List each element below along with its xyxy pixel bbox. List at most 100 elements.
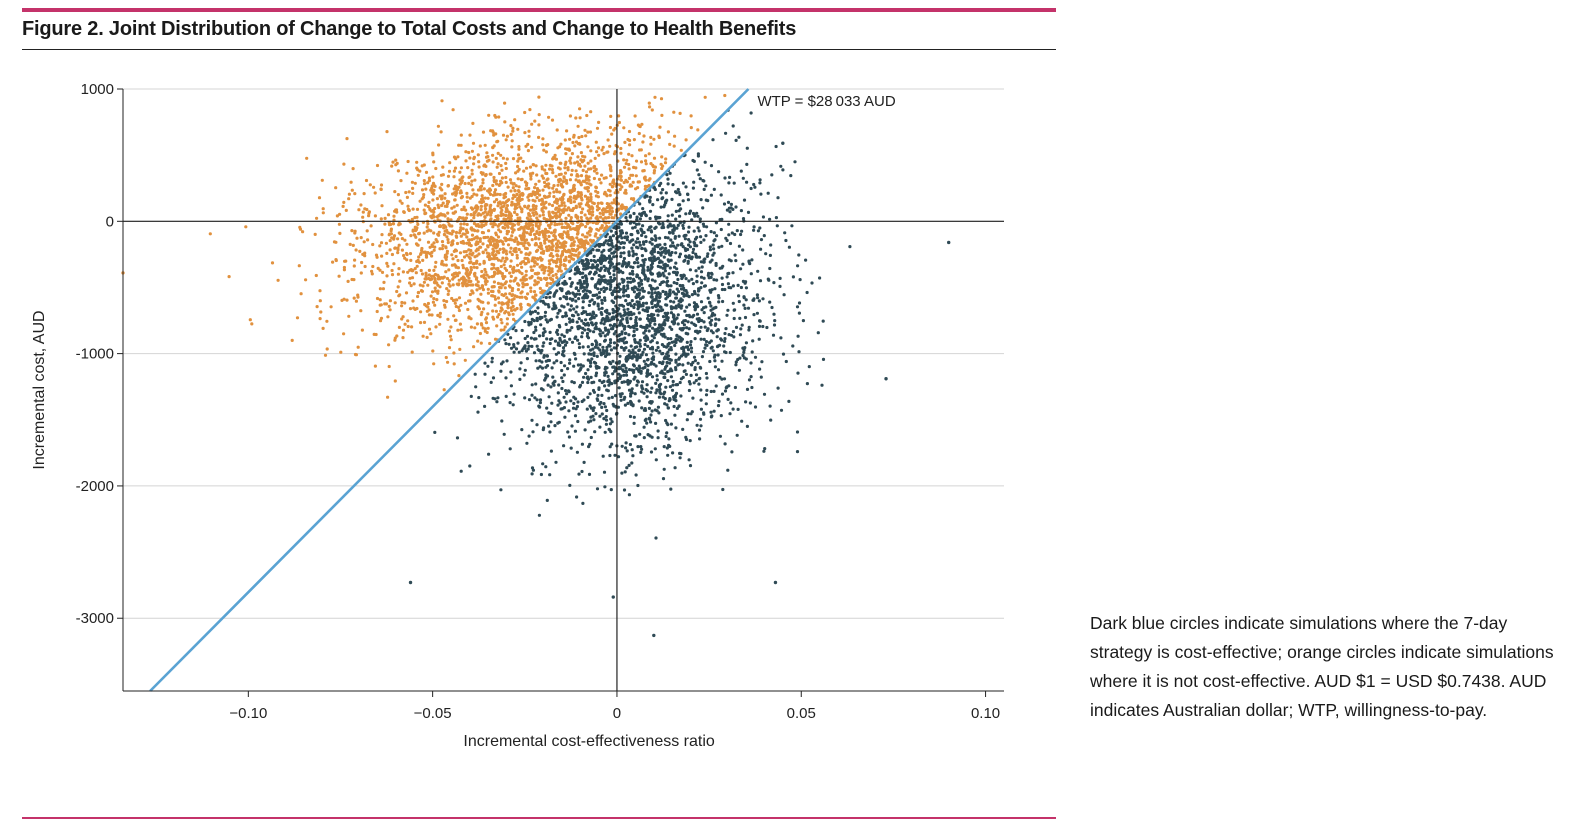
- point-cost-effective: [560, 304, 564, 308]
- point-cost-effective: [655, 374, 659, 378]
- point-not-cost-effective: [410, 276, 415, 280]
- point-not-cost-effective: [446, 317, 450, 321]
- point-cost-effective: [537, 513, 542, 517]
- point-not-cost-effective: [409, 258, 413, 262]
- point-cost-effective: [592, 353, 596, 358]
- point-cost-effective: [646, 228, 650, 232]
- point-not-cost-effective: [426, 222, 430, 226]
- point-cost-effective: [724, 327, 728, 331]
- point-not-cost-effective: [569, 200, 573, 205]
- point-not-cost-effective: [565, 181, 569, 185]
- point-cost-effective: [554, 460, 558, 464]
- point-not-cost-effective: [471, 188, 475, 192]
- point-not-cost-effective: [476, 229, 480, 233]
- point-cost-effective: [678, 456, 682, 460]
- point-not-cost-effective: [476, 188, 481, 192]
- point-not-cost-effective: [509, 189, 513, 193]
- point-cost-effective: [610, 442, 614, 446]
- point-cost-effective: [734, 205, 738, 209]
- point-not-cost-effective: [484, 155, 489, 159]
- point-cost-effective: [552, 380, 556, 384]
- point-not-cost-effective: [270, 261, 275, 265]
- point-cost-effective: [676, 187, 680, 192]
- point-not-cost-effective: [305, 156, 309, 160]
- point-cost-effective: [537, 348, 541, 353]
- point-cost-effective: [653, 298, 657, 302]
- point-cost-effective: [686, 192, 690, 197]
- point-not-cost-effective: [618, 169, 623, 173]
- point-cost-effective: [692, 180, 696, 184]
- point-not-cost-effective: [535, 196, 539, 200]
- point-cost-effective: [624, 373, 629, 377]
- point-cost-effective: [745, 424, 750, 428]
- point-cost-effective: [685, 340, 689, 344]
- point-not-cost-effective: [564, 160, 568, 164]
- point-cost-effective: [594, 314, 598, 318]
- point-cost-effective: [663, 372, 667, 376]
- point-cost-effective: [766, 277, 770, 281]
- point-not-cost-effective: [557, 265, 561, 269]
- point-cost-effective: [621, 317, 625, 321]
- point-not-cost-effective: [647, 152, 651, 156]
- point-not-cost-effective: [504, 239, 508, 243]
- point-not-cost-effective: [595, 221, 600, 225]
- point-cost-effective: [658, 274, 662, 278]
- point-cost-effective: [666, 318, 670, 322]
- point-not-cost-effective: [416, 173, 420, 177]
- point-not-cost-effective: [447, 282, 451, 286]
- point-cost-effective: [635, 358, 639, 362]
- point-cost-effective: [665, 283, 669, 287]
- point-cost-effective: [499, 488, 503, 492]
- point-not-cost-effective: [438, 247, 442, 251]
- point-cost-effective: [640, 406, 644, 410]
- point-cost-effective: [632, 305, 636, 310]
- point-cost-effective: [609, 348, 614, 352]
- point-cost-effective: [605, 408, 609, 413]
- point-not-cost-effective: [403, 238, 407, 242]
- point-cost-effective: [622, 241, 627, 245]
- point-cost-effective: [628, 325, 633, 329]
- point-cost-effective: [599, 321, 603, 325]
- point-cost-effective: [629, 317, 633, 321]
- point-not-cost-effective: [551, 254, 555, 258]
- point-cost-effective: [645, 389, 650, 393]
- point-cost-effective: [684, 212, 688, 216]
- point-not-cost-effective: [527, 260, 531, 264]
- point-not-cost-effective: [644, 154, 648, 158]
- point-cost-effective: [581, 364, 585, 368]
- point-cost-effective: [654, 421, 658, 425]
- point-not-cost-effective: [430, 274, 434, 278]
- point-cost-effective: [661, 308, 665, 312]
- point-not-cost-effective: [437, 205, 441, 210]
- point-cost-effective: [663, 390, 667, 394]
- point-not-cost-effective: [555, 243, 559, 247]
- point-cost-effective: [597, 387, 601, 391]
- point-not-cost-effective: [450, 273, 455, 277]
- point-not-cost-effective: [498, 200, 502, 204]
- point-cost-effective: [633, 392, 637, 396]
- point-cost-effective: [543, 310, 548, 314]
- point-cost-effective: [663, 355, 667, 359]
- point-not-cost-effective: [401, 336, 405, 340]
- point-not-cost-effective: [544, 163, 548, 167]
- point-cost-effective: [518, 377, 522, 381]
- point-not-cost-effective: [566, 230, 570, 234]
- point-not-cost-effective: [547, 234, 551, 239]
- point-not-cost-effective: [508, 285, 512, 289]
- point-cost-effective: [624, 340, 629, 344]
- point-cost-effective: [566, 389, 571, 393]
- point-cost-effective: [662, 205, 666, 209]
- point-not-cost-effective: [472, 216, 476, 220]
- point-not-cost-effective: [424, 170, 429, 174]
- point-not-cost-effective: [586, 222, 590, 226]
- point-not-cost-effective: [334, 258, 338, 263]
- point-cost-effective: [741, 248, 745, 252]
- point-not-cost-effective: [543, 239, 547, 243]
- point-cost-effective: [574, 286, 579, 290]
- point-not-cost-effective: [443, 305, 447, 309]
- point-cost-effective: [568, 276, 572, 281]
- point-cost-effective: [535, 398, 539, 402]
- point-cost-effective: [566, 367, 570, 371]
- point-not-cost-effective: [446, 217, 450, 221]
- point-cost-effective: [574, 310, 578, 314]
